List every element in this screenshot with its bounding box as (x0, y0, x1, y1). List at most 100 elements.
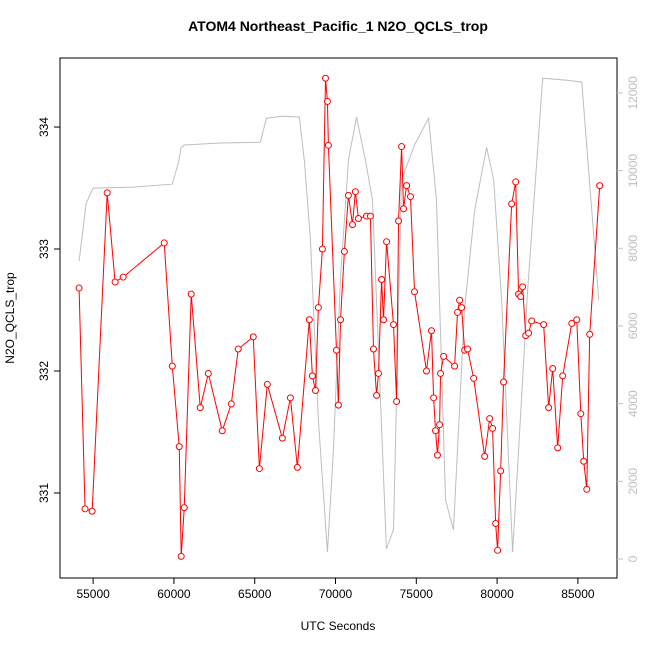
chart-title: ATOM4 Northeast_Pacific_1 N2O_QCLS_trop (188, 18, 488, 34)
point-marker (436, 421, 444, 429)
point-marker (596, 182, 604, 190)
point-marker (458, 304, 466, 312)
point-marker (263, 380, 271, 388)
point-marker (427, 327, 435, 335)
point-marker (234, 345, 242, 353)
point-marker (318, 245, 326, 253)
point-marker (380, 316, 388, 324)
y-tick-label: 334 (37, 117, 51, 137)
point-marker (398, 143, 406, 151)
point-marker (227, 400, 235, 408)
point-marker (430, 394, 438, 402)
point-marker (568, 319, 576, 327)
point-marker (525, 329, 533, 337)
point-marker (432, 427, 440, 435)
x-tick-label: 55000 (76, 587, 110, 601)
y2-tick-label: 10000 (626, 154, 640, 188)
point-marker (351, 188, 359, 196)
point-marker (554, 444, 562, 452)
point-marker (175, 443, 183, 451)
point-marker (393, 397, 401, 405)
y2-tick-label: 8000 (626, 235, 640, 262)
point-marker (517, 293, 525, 301)
point-marker (500, 378, 508, 386)
point-marker (323, 97, 331, 105)
point-marker (369, 345, 377, 353)
point-marker (249, 333, 257, 341)
x-axis-label: UTC Seconds (301, 619, 376, 633)
point-marker (168, 362, 176, 370)
point-marker (308, 372, 316, 380)
y2-tick-label: 4000 (626, 390, 640, 417)
series-line (78, 77, 600, 553)
plot-frame (59, 57, 618, 579)
point-marker (321, 74, 329, 82)
x-tick-label: 65000 (238, 587, 272, 601)
point-marker (481, 452, 489, 460)
point-marker (528, 317, 536, 325)
point-marker (311, 387, 319, 395)
point-marker (255, 465, 263, 473)
point-marker (324, 141, 332, 149)
point-marker (512, 178, 520, 186)
point-marker (354, 215, 362, 223)
point-marker (340, 247, 348, 255)
y2-tick-label: 6000 (626, 312, 640, 339)
y2-tick-label: 0 (626, 555, 640, 562)
point-marker (366, 212, 374, 220)
x-tick-label: 75000 (400, 587, 434, 601)
point-marker (390, 321, 398, 329)
point-marker (111, 278, 119, 286)
point-marker (580, 457, 588, 465)
point-marker (577, 410, 585, 418)
point-marker (278, 434, 286, 442)
point-marker (180, 504, 188, 512)
point-marker (440, 352, 448, 360)
point-marker (332, 346, 340, 354)
point-marker (75, 284, 83, 292)
point-marker (559, 372, 567, 380)
point-marker (383, 238, 391, 246)
point-marker (519, 283, 527, 291)
y-axis-label: N2O_QCLS_trop (3, 272, 17, 364)
point-marker (470, 374, 478, 382)
point-marker (196, 404, 204, 412)
point-marker (494, 546, 502, 554)
point-marker (540, 321, 548, 329)
point-marker (406, 193, 414, 201)
point-marker (464, 345, 472, 353)
point-marker (374, 369, 382, 377)
point-marker (334, 401, 342, 409)
point-marker (286, 394, 294, 402)
point-marker (400, 205, 408, 213)
point-marker (456, 296, 464, 304)
point-marker (344, 191, 352, 199)
point-marker (549, 365, 557, 373)
point-marker (378, 276, 386, 284)
point-marker (433, 451, 441, 459)
point-marker (348, 221, 356, 229)
point-marker (81, 505, 89, 513)
point-marker (103, 189, 111, 197)
point-marker (187, 290, 195, 298)
x-tick-label: 70000 (319, 587, 353, 601)
point-marker (573, 316, 581, 324)
point-marker (586, 330, 594, 338)
point-marker (422, 367, 430, 375)
point-marker (486, 415, 494, 423)
point-marker (403, 182, 411, 190)
point-marker (454, 308, 462, 316)
x-tick-label: 80000 (480, 587, 514, 601)
point-marker (373, 391, 381, 399)
x-tick-label: 60000 (157, 587, 191, 601)
point-marker (489, 424, 497, 432)
point-marker (451, 362, 459, 370)
point-marker (395, 217, 403, 225)
y-tick-label: 332 (37, 361, 51, 381)
y-tick-label: 333 (37, 239, 51, 259)
point-marker (177, 552, 185, 560)
point-marker (293, 463, 301, 471)
point-marker (314, 304, 322, 312)
point-marker (160, 239, 168, 247)
